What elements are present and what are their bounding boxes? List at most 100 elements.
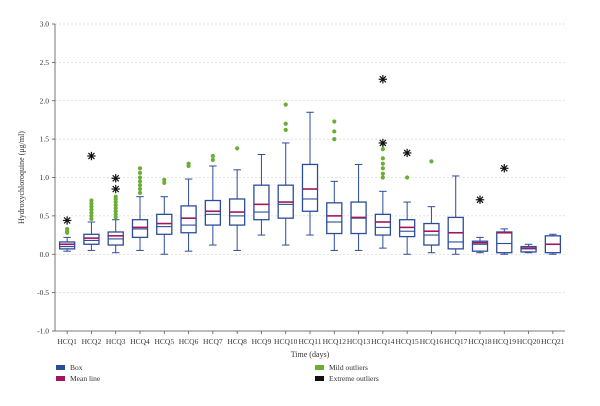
box-body — [496, 231, 513, 254]
mild-outlier — [332, 129, 337, 134]
mild-outlier — [89, 216, 94, 222]
mild-outlier — [283, 121, 288, 126]
mild-outlier — [113, 194, 118, 199]
mild-outlier — [380, 156, 385, 161]
box-HCQ1 — [58, 216, 76, 252]
box-body — [58, 241, 76, 250]
box-HCQ13 — [350, 163, 367, 251]
mild-outlier — [210, 157, 215, 162]
box-HCQ16 — [423, 159, 440, 254]
x-tick-label: HCQ21 — [541, 337, 565, 346]
mild-outlier — [429, 159, 434, 164]
x-tick-label: HCQ7 — [203, 337, 223, 346]
x-tick-label: HCQ6 — [179, 337, 199, 346]
mild-outlier — [113, 206, 118, 211]
mild-outlier — [113, 203, 118, 208]
box-body — [471, 240, 489, 252]
mild-outlier — [137, 186, 143, 192]
mild-outlier — [137, 183, 143, 188]
x-axis-title: Time (days) — [291, 350, 330, 359]
y-axis-title: Hydroxychloroquine (μg/ml) — [17, 131, 26, 224]
legend-swatch — [315, 365, 324, 370]
extreme-outlier — [500, 164, 509, 173]
box-body — [253, 184, 270, 221]
y-tick-label: -1.0 — [37, 327, 49, 336]
mild-outlier — [137, 166, 143, 171]
mild-outlier — [380, 166, 385, 171]
extreme-outlier — [62, 216, 72, 225]
y-tick-label: 0.5 — [40, 211, 50, 220]
box-series — [58, 75, 562, 255]
extreme-outlier — [475, 195, 485, 204]
x-tick-label: HCQ15 — [395, 337, 419, 346]
box-body — [326, 202, 343, 235]
box-HCQ15 — [398, 148, 416, 255]
mild-outlier — [89, 213, 94, 218]
box-HCQ3 — [107, 174, 124, 254]
x-tick-label: HCQ1 — [57, 337, 77, 346]
mild-outlier — [332, 119, 337, 124]
box-HCQ6 — [180, 161, 197, 252]
extreme-outlier — [378, 75, 388, 84]
box-body — [204, 199, 222, 226]
mild-outlier — [235, 146, 240, 151]
legend-label: Mild outliers — [329, 363, 368, 372]
legend: Box Mean line Mild outliers Extreme outlier… — [56, 363, 379, 383]
box-HCQ10 — [277, 102, 294, 246]
x-tick-label: HCQ19 — [493, 337, 517, 346]
legend-swatch — [56, 376, 65, 381]
extreme-outlier — [378, 138, 388, 148]
box-HCQ5 — [156, 177, 173, 255]
mild-outlier — [137, 190, 143, 195]
mild-outlier — [89, 207, 94, 212]
box-body — [374, 213, 392, 236]
box-HCQ11 — [301, 111, 319, 236]
legend-label: Mean line — [70, 374, 101, 383]
x-tick-label: HCQ12 — [323, 337, 347, 346]
mild-outlier — [113, 212, 118, 217]
mild-outlier — [186, 161, 191, 166]
box-HCQ9 — [253, 153, 270, 236]
mild-outlier — [113, 209, 118, 214]
extreme-outlier — [111, 174, 120, 183]
x-axis: HCQ1 HCQ2 HCQ3 HCQ4 HCQ5 HCQ6 HCQ7 HCQ8 HCQ9 HCQ1… — [55, 330, 565, 346]
extreme-outlier — [87, 151, 96, 161]
x-tick-label: HCQ8 — [227, 337, 247, 346]
x-tick-label: HCQ5 — [154, 337, 174, 346]
x-tick-label: HCQ14 — [371, 337, 395, 346]
extreme-outlier — [402, 148, 412, 158]
mild-outlier — [113, 215, 118, 220]
box-HCQ7 — [204, 153, 222, 246]
mild-outlier — [332, 137, 337, 142]
mild-outlier — [405, 175, 410, 180]
x-tick-label: HCQ3 — [106, 337, 126, 346]
y-tick-label: 0.0 — [40, 250, 50, 259]
y-tick-label: 2.5 — [40, 58, 50, 67]
box-HCQ18 — [471, 195, 489, 254]
box-body — [301, 163, 319, 212]
x-tick-label: HCQ4 — [130, 337, 150, 346]
y-tick-label: 3.0 — [40, 20, 50, 29]
box-HCQ14 — [374, 75, 392, 249]
box-body — [83, 233, 100, 245]
mild-outlier — [137, 170, 143, 175]
box-HCQ4 — [131, 166, 149, 251]
legend-swatch — [315, 376, 324, 381]
box-HCQ2 — [83, 151, 100, 251]
x-tick-label: HCQ13 — [347, 337, 371, 346]
mild-outlier — [210, 153, 215, 159]
x-tick-label: HCQ18 — [468, 337, 492, 346]
mild-outlier — [380, 171, 385, 176]
mild-outlier — [89, 198, 94, 203]
mild-outlier — [137, 175, 143, 180]
mild-outlier — [380, 175, 385, 180]
x-tick-label: HCQ11 — [298, 337, 321, 346]
legend-label: Box — [70, 363, 83, 372]
extreme-outlier — [111, 184, 120, 194]
mild-outlier — [137, 179, 143, 184]
y-tick-label: 2.0 — [40, 96, 50, 105]
mild-outlier — [65, 226, 70, 232]
mild-outlier — [89, 201, 94, 206]
mild-outlier — [380, 147, 385, 152]
